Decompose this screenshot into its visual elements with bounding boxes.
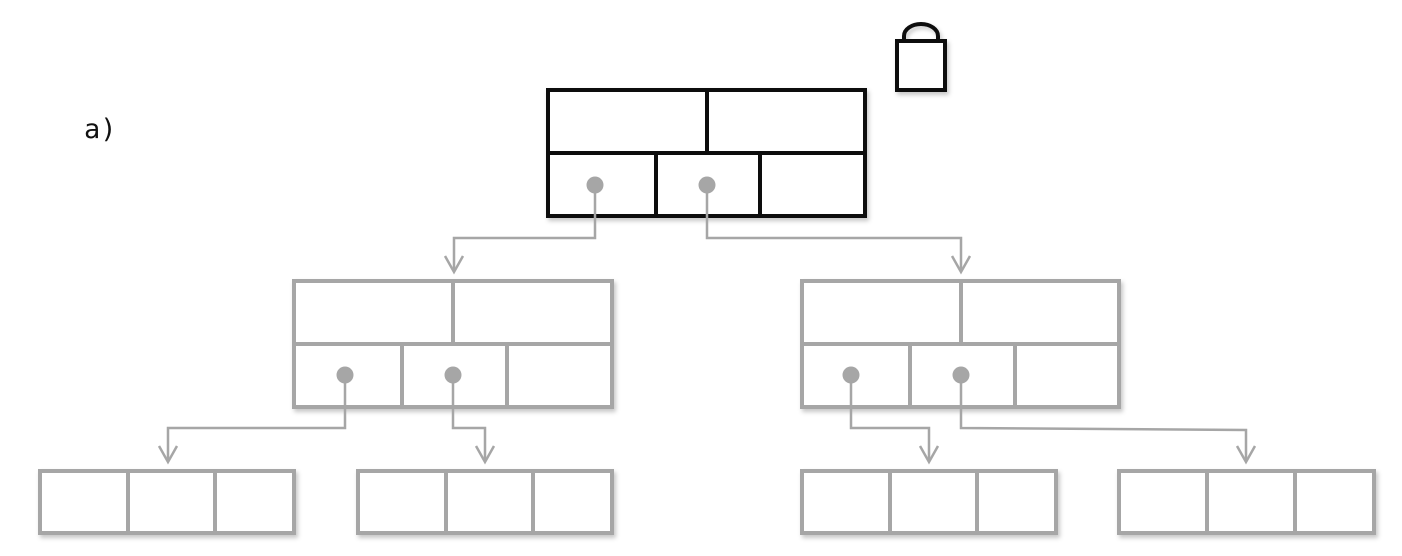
root-node (546, 88, 867, 218)
pointer-right-to-leaf-3 (842, 366, 940, 465)
pointer-left-to-leaf-1 (157, 366, 354, 465)
pointer-root-to-right (698, 176, 972, 275)
leaf-node-1 (38, 469, 296, 535)
leaf-node-3 (800, 469, 1058, 535)
pointer-left-to-leaf-2 (444, 366, 496, 465)
pointer-right-to-leaf-4 (952, 366, 1257, 465)
figure-label: a) (84, 114, 117, 145)
leaf-node-2 (356, 469, 614, 535)
leaf-node-4 (1117, 469, 1376, 535)
pointer-root-to-left (443, 176, 604, 275)
lock-icon (895, 22, 947, 92)
